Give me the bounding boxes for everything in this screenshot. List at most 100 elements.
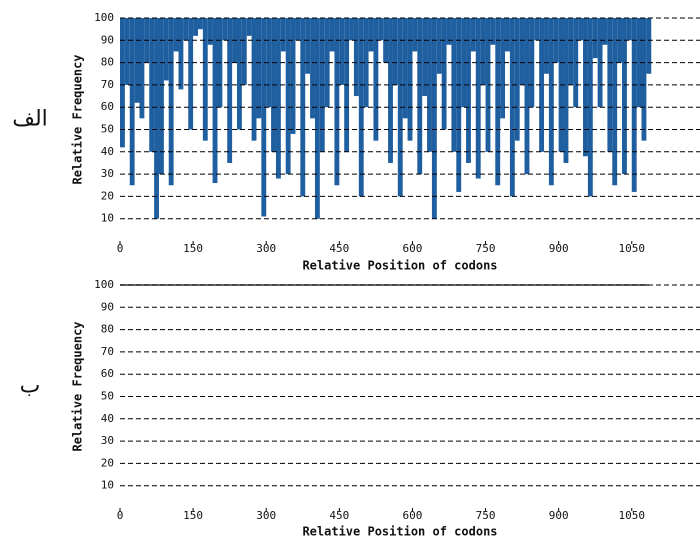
bar (422, 18, 428, 97)
bar (427, 18, 432, 152)
bar (519, 18, 525, 85)
x-tick-label: 0 (117, 509, 124, 522)
bar (417, 18, 423, 175)
bar (241, 18, 247, 85)
y-tick-label: 30 (101, 167, 114, 180)
y-tick-label: 10 (101, 479, 114, 492)
bar (392, 18, 398, 85)
bar (202, 18, 208, 141)
bar (329, 18, 335, 52)
panel-label: ب (20, 374, 41, 399)
bar (568, 18, 574, 85)
bar (334, 18, 340, 186)
x-tick-label: 300 (256, 509, 276, 522)
bar (578, 18, 584, 41)
bar (514, 18, 520, 141)
bar (183, 18, 189, 41)
bar (378, 18, 384, 41)
bar (129, 18, 135, 186)
y-tick-label: 90 (101, 33, 114, 46)
y-tick-label: 30 (101, 434, 114, 447)
y-tick-label: 20 (101, 456, 114, 469)
bar (563, 18, 569, 163)
bar (436, 18, 442, 74)
y-tick-label: 20 (101, 189, 114, 202)
bar (412, 18, 418, 52)
y-tick-label: 90 (101, 300, 114, 313)
bar (188, 18, 194, 130)
bar (280, 18, 286, 52)
bar (158, 18, 164, 175)
bar (173, 18, 179, 52)
bar (300, 18, 306, 197)
bar (290, 18, 296, 134)
bar (451, 18, 457, 152)
x-tick-label: 1050 (619, 509, 646, 522)
bar (120, 18, 125, 148)
bar (402, 18, 408, 119)
bar (178, 18, 184, 90)
x-tick-label: 450 (329, 509, 349, 522)
x-tick-label: 600 (402, 242, 422, 255)
y-tick-label: 60 (101, 367, 114, 380)
bar (500, 18, 506, 119)
y-axis-title: Relative Frequency (71, 54, 85, 184)
x-tick-label: 450 (329, 242, 349, 255)
bar (475, 18, 481, 179)
bar (256, 18, 262, 119)
bar (373, 18, 379, 141)
bar (470, 18, 476, 52)
bar (461, 18, 467, 108)
bar (168, 18, 174, 186)
bar (193, 18, 198, 36)
bar (353, 18, 359, 97)
bar (456, 18, 462, 192)
bar (544, 18, 549, 74)
bar (485, 18, 491, 152)
bar (310, 18, 315, 119)
bar (480, 18, 486, 85)
bar (139, 18, 145, 119)
bar (407, 18, 413, 141)
bar (236, 18, 242, 130)
bar (646, 18, 652, 74)
bar (154, 18, 159, 219)
bar (431, 18, 437, 219)
x-tick-label: 0 (117, 242, 124, 255)
bar (583, 18, 588, 157)
bar (285, 18, 291, 175)
bar (163, 18, 169, 81)
bar (368, 18, 374, 52)
bar (587, 18, 593, 197)
y-tick-label: 50 (101, 390, 114, 403)
y-tick-label: 80 (101, 323, 114, 336)
bar (305, 18, 311, 74)
bar (246, 18, 252, 36)
y-axis-title: Relative Frequency (71, 321, 85, 451)
x-tick-label: 150 (183, 242, 203, 255)
x-tick-label: 900 (549, 509, 569, 522)
x-tick-label: 1050 (619, 242, 646, 255)
y-tick-label: 100 (94, 11, 114, 24)
bar (324, 18, 330, 108)
bar (636, 18, 642, 108)
y-tick-label: 100 (94, 278, 114, 291)
bar (602, 18, 608, 45)
bar (275, 18, 281, 179)
x-tick-label: 900 (549, 242, 569, 255)
y-tick-label: 50 (101, 123, 114, 136)
bar (539, 18, 545, 152)
y-tick-label: 10 (101, 212, 114, 225)
bar (524, 18, 530, 175)
y-tick-label: 70 (101, 78, 114, 91)
x-tick-label: 600 (402, 509, 422, 522)
x-tick-label: 750 (476, 242, 496, 255)
bar (622, 18, 627, 175)
bar (314, 18, 320, 219)
bar (592, 18, 598, 59)
y-tick-label: 40 (101, 145, 114, 158)
x-tick-label: 150 (183, 509, 203, 522)
y-tick-label: 80 (101, 56, 114, 69)
bar (441, 18, 447, 130)
bar (490, 18, 496, 45)
